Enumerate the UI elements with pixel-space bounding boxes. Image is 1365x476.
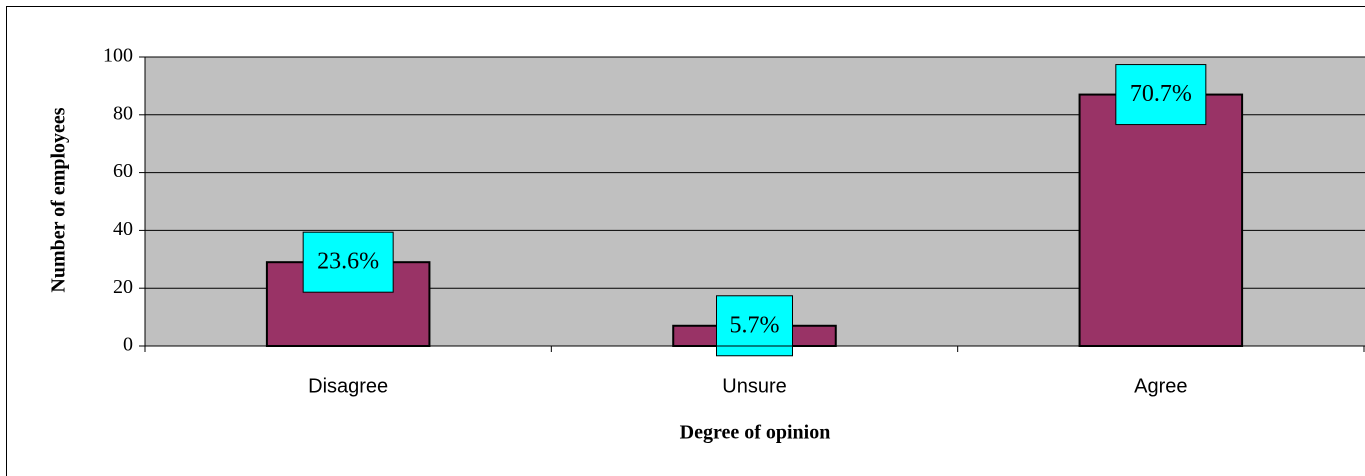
value-label-box [302, 231, 394, 293]
y-tick-label: 100 [103, 45, 133, 67]
y-axis-title: Number of employees [48, 107, 70, 292]
y-tick-label: 20 [113, 276, 133, 298]
x-tick-label: Disagree [308, 375, 388, 397]
value-label: 23.6% [317, 249, 379, 275]
y-tick-label: 60 [113, 160, 133, 182]
value-label: 70.7% [1130, 81, 1192, 107]
value-label: 5.7% [730, 312, 780, 338]
x-axis-title: Degree of opinion [680, 422, 831, 444]
y-tick-label: 40 [113, 218, 133, 240]
x-tick-label: Agree [1134, 375, 1187, 397]
y-tick-label: 0 [123, 334, 133, 356]
y-tick-label: 80 [113, 102, 133, 124]
x-tick-label: Unsure [722, 375, 786, 397]
value-label-box [1115, 64, 1207, 126]
bar [1078, 93, 1244, 347]
